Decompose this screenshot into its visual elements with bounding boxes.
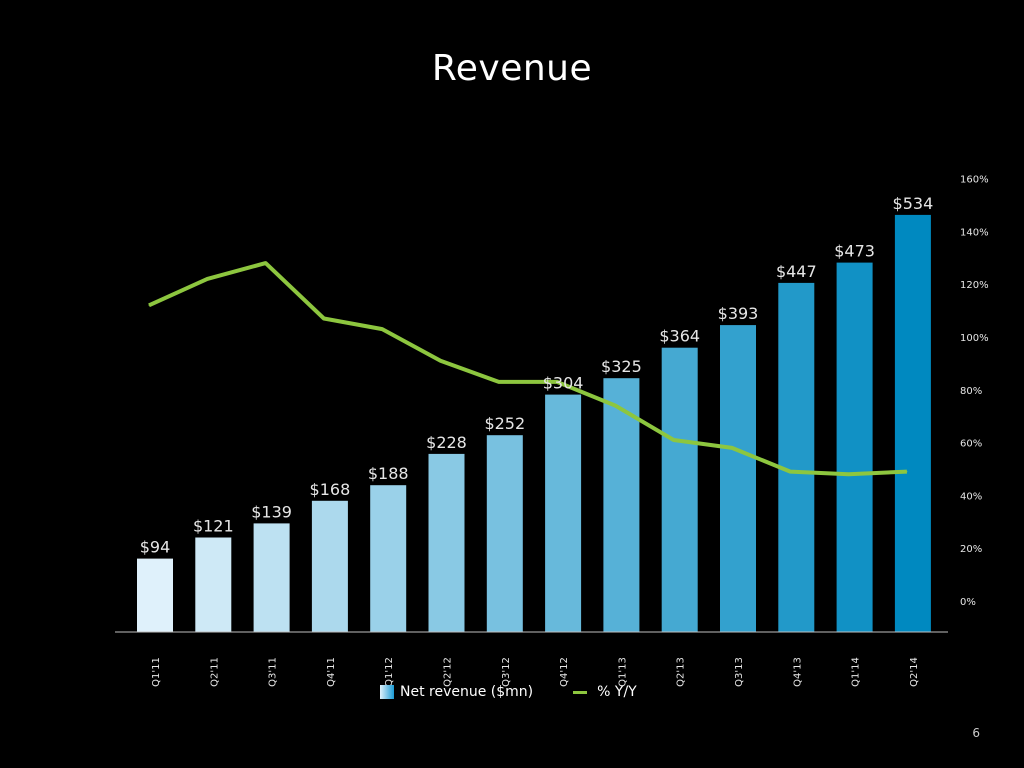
legend-yoy-label: % Y/Y [597,684,637,700]
bars-layer [137,214,931,632]
page-number: 6 [972,726,980,740]
bar-1 [195,537,232,632]
x-tick-label-9: Q2'13 [676,657,687,687]
yoy-point-8 [614,405,616,407]
bar-value-label-8: $325 [601,357,642,376]
x-tick-label-5: Q2'12 [443,657,454,687]
yoy-point-0 [148,304,150,306]
x-tick-label-6: Q3'12 [501,657,512,687]
bar-value-label-6: $252 [484,414,525,433]
right-axis-tick-2: 40% [960,491,982,502]
legend-revenue-label: Net revenue ($mn) [400,684,534,700]
bar-0 [137,558,173,632]
bar-2 [253,523,290,632]
yoy-point-1 [206,278,208,280]
bar-5 [428,453,465,632]
bar-12 [836,262,873,632]
right-axis-tick-1: 20% [960,544,982,555]
bar-value-label-9: $364 [659,327,700,346]
yoy-line [148,261,907,477]
right-axis-tick-6: 120% [960,280,989,291]
bar-3 [311,500,348,632]
bar-9 [661,347,698,632]
x-tick-label-3: Q4'11 [326,657,337,687]
x-tick-label-4: Q1'12 [384,657,395,687]
slide-title: Revenue [431,48,593,89]
bar-8 [603,378,640,632]
bar-value-label-11: $447 [776,262,817,281]
bar-value-label-3: $168 [310,480,351,499]
bar-value-label-12: $473 [834,242,875,261]
yoy-point-3 [323,318,325,319]
right-axis-tick-3: 60% [960,439,982,450]
labels-layer: $94 $121 $139 $168 $188 $228 $252 $304 $325 $364 $… [140,194,934,557]
bar-value-label-0: $94 [140,538,171,557]
right-axis-tick-4: 80% [960,386,982,397]
legend-bar-swatch-icon [380,685,394,699]
x-tick-label-2: Q3'11 [268,657,279,687]
yoy-point-9 [673,439,675,441]
legend-line-swatch-icon [573,690,588,694]
bar-11 [778,282,815,632]
bar-10 [720,325,756,632]
yoy-point-6 [498,381,500,383]
bar-7 [545,394,582,632]
line-layer [148,261,908,477]
yoy-point-4 [381,328,383,330]
bar-value-label-10: $393 [718,304,759,323]
yoy-point-11 [789,471,791,473]
bar-value-label-2: $139 [251,502,292,521]
yoy-point-13 [906,471,908,473]
bar-value-label-1: $121 [193,517,234,536]
bar-value-label-7: $304 [543,374,584,393]
right-axis-tick-7: 140% [960,227,989,238]
bar-value-label-4: $188 [368,464,409,483]
x-tick-label-0: Q1'11 [151,657,162,687]
yoy-point-12 [848,473,850,475]
x-tick-labels: Q1'11 Q2'11 Q3'11 Q4'11 Q1'12 Q2'12 Q3'12 Q4'12… [151,657,920,687]
x-tick-label-1: Q2'11 [209,657,220,687]
right-axis-tick-labels: 0% 20% 40% 60% 80% 100% 120% 140% 160% [960,175,989,608]
yoy-point-2 [265,262,267,264]
x-tick-label-13: Q2'14 [909,657,920,687]
yoy-point-7 [556,381,558,383]
yoy-point-10 [731,447,733,449]
legend-item-yoy: % Y/Y [573,684,637,700]
bar-13 [894,214,931,632]
yoy-point-5 [440,360,441,362]
x-tick-label-8: Q1'13 [617,657,628,687]
legend: Net revenue ($mn) % Y/Y [380,684,677,700]
legend-item-revenue: Net revenue ($mn) [380,684,533,700]
right-axis-tick-5: 100% [960,333,989,344]
x-tick-label-11: Q4'13 [792,657,803,687]
bar-6 [486,435,523,632]
bar-value-label-13: $534 [893,194,934,213]
bar-value-label-5: $228 [426,433,467,452]
right-axis-tick-8: 160% [960,175,989,186]
bar-4 [370,485,407,632]
x-tick-label-10: Q3'13 [734,657,745,687]
right-axis-tick-0: 0% [960,597,976,608]
x-tick-label-12: Q1'14 [851,657,862,687]
x-tick-label-7: Q4'12 [559,657,570,687]
